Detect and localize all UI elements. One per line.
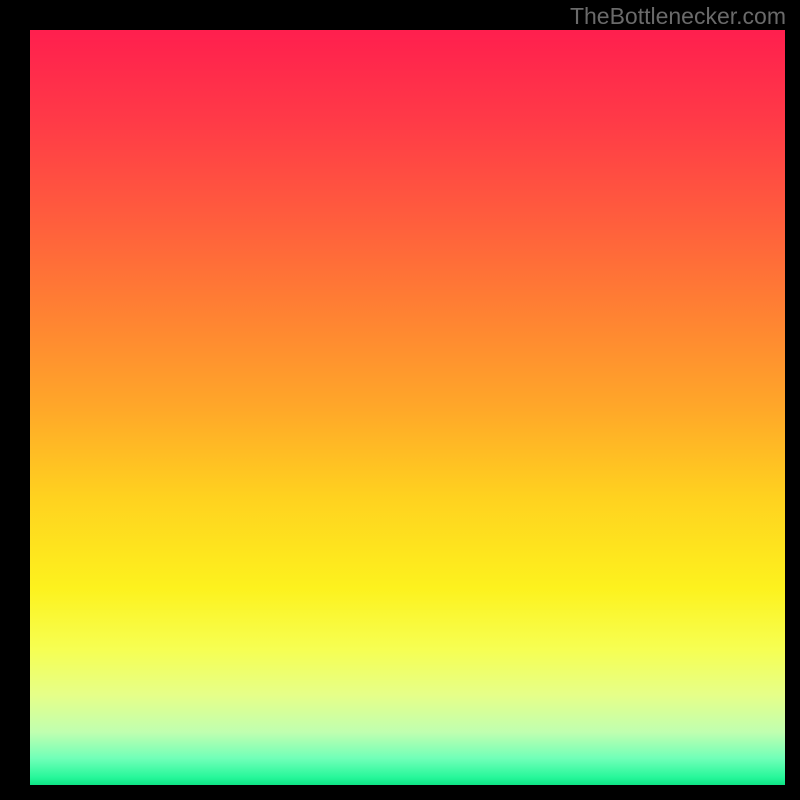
watermark-text: TheBottlenecker.com bbox=[570, 3, 786, 30]
chart-svg bbox=[30, 30, 785, 785]
chart-stage: TheBottlenecker.com bbox=[0, 0, 800, 800]
plot-area bbox=[30, 30, 785, 785]
